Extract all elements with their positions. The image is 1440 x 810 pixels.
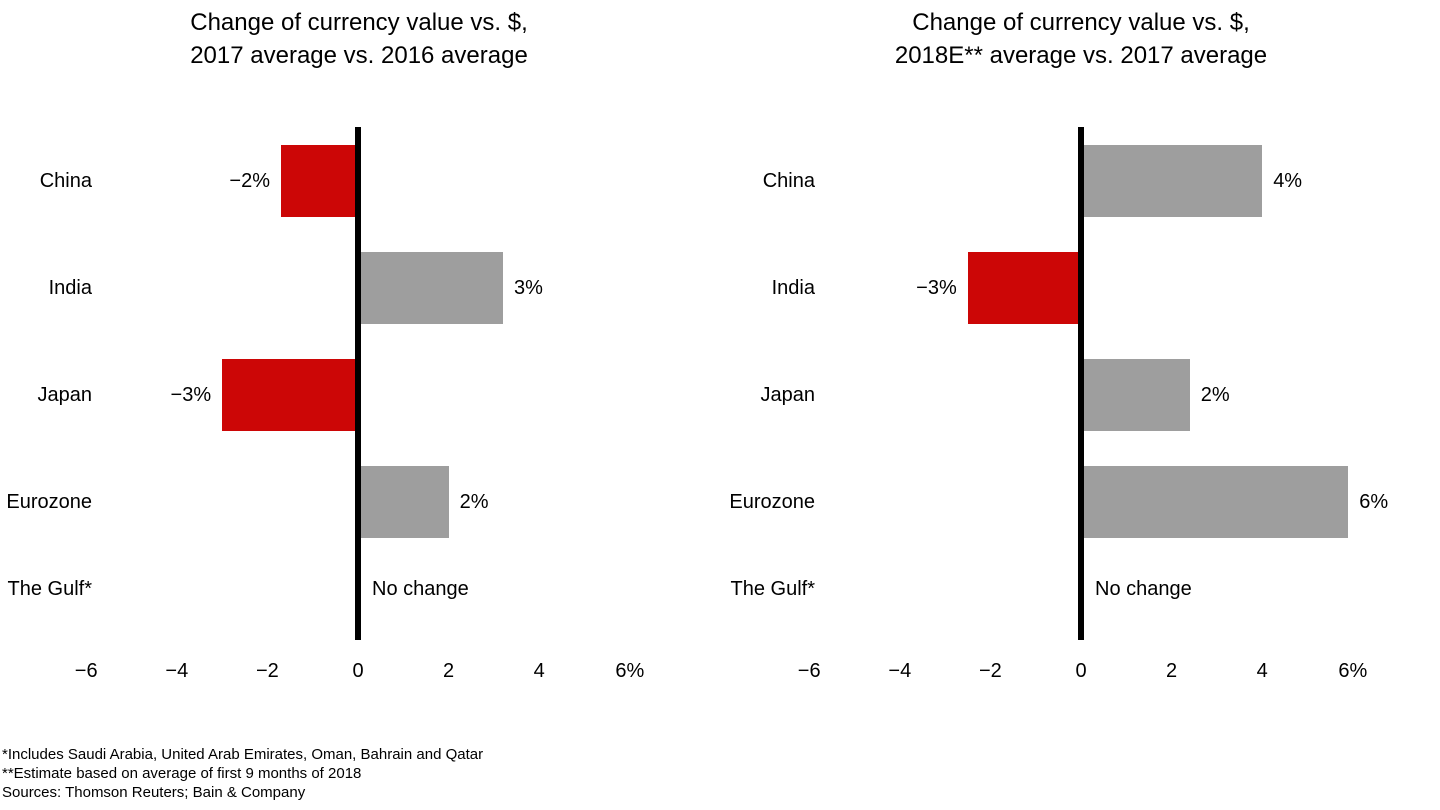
x-tick-label-6pct: 6% (615, 660, 645, 682)
x-tick-label-0: 0 (1075, 660, 1087, 682)
bar-eurozone (358, 466, 449, 538)
category-label-japan: Japan (37, 384, 93, 406)
value-label-thegulf: No change (372, 578, 469, 600)
category-label-eurozone: Eurozone (729, 491, 815, 513)
value-label-eurozone: 2% (459, 491, 489, 513)
bar-india (967, 252, 1081, 324)
footnote-gulf-definition: *Includes Saudi Arabia, United Arab Emir… (2, 746, 484, 763)
chart-title-line: 2017 average vs. 2016 average (190, 42, 528, 69)
zero-axis-line (1078, 127, 1084, 640)
value-label-eurozone: 6% (1359, 491, 1389, 513)
value-label-china: −2% (229, 170, 270, 192)
zero-axis-line (355, 127, 361, 640)
x-tick-label-neg4: −4 (888, 660, 912, 682)
chart-2017-vs-2016: Change of currency value vs. $, 2017 aver… (0, 0, 718, 740)
x-tick-label-0: 0 (352, 660, 364, 682)
chart-title-line: Change of currency value vs. $, (190, 9, 528, 36)
x-tick-label-neg2: −2 (978, 660, 1002, 682)
value-label-japan: 2% (1200, 384, 1230, 406)
x-tick-label-neg4: −4 (165, 660, 189, 682)
category-label-thegulf: The Gulf* (7, 578, 92, 600)
category-label-japan: Japan (760, 384, 816, 406)
x-tick-label-neg6: −6 (797, 660, 821, 682)
chart-title-line: 2018E** average vs. 2017 average (894, 42, 1268, 69)
bar-india (358, 252, 503, 324)
chart-2018e-vs-2017: Change of currency value vs. $, 2018E** a… (722, 0, 1440, 740)
chart-title: Change of currency value vs. $, 2018E** a… (722, 6, 1440, 72)
bar-eurozone (1081, 466, 1349, 538)
value-label-india: 3% (513, 277, 543, 299)
category-label-china: China (39, 170, 92, 192)
category-label-india: India (48, 277, 92, 299)
footnotes: *Includes Saudi Arabia, United Arab Emir… (2, 745, 483, 802)
x-tick-label-2: 2 (443, 660, 455, 682)
x-tick-label-neg6: −6 (74, 660, 98, 682)
x-tick-label-neg2: −2 (255, 660, 279, 682)
value-label-japan: −3% (170, 384, 212, 406)
category-label-thegulf: The Gulf* (730, 578, 815, 600)
footnote-estimate: **Estimate based on average of first 9 m… (2, 765, 362, 782)
category-label-china: China (762, 170, 815, 192)
category-label-india: India (771, 277, 815, 299)
x-tick-label-4: 4 (1256, 660, 1268, 682)
chart-title: Change of currency value vs. $, 2017 aver… (0, 6, 718, 72)
value-label-thegulf: No change (1095, 578, 1192, 600)
bar-china (1081, 145, 1263, 217)
bar-japan (222, 359, 358, 431)
bar-china (280, 145, 358, 217)
footnote-sources: Sources: Thomson Reuters; Bain & Company (2, 784, 306, 801)
category-label-eurozone: Eurozone (6, 491, 92, 513)
value-label-india: −3% (916, 277, 957, 299)
chart-title-line: Change of currency value vs. $, (912, 9, 1250, 36)
bar-japan (1081, 359, 1190, 431)
x-tick-label-2: 2 (1166, 660, 1178, 682)
x-tick-label-6pct: 6% (1338, 660, 1368, 682)
x-tick-label-4: 4 (533, 660, 545, 682)
value-label-china: 4% (1273, 170, 1303, 192)
